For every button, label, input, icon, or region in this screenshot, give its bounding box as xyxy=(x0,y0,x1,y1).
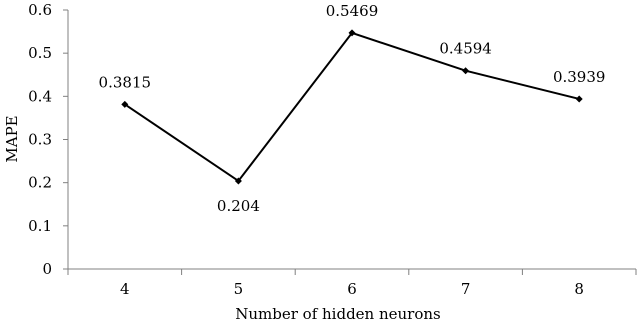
y-tick-label: 0.3 xyxy=(28,131,52,149)
y-axis: 0 0.1 0.2 0.3 0.4 0.5 0.6 xyxy=(28,1,69,278)
data-label: 0.4594 xyxy=(439,40,492,58)
x-tick-label: 8 xyxy=(574,280,584,298)
data-label: 0.204 xyxy=(217,197,260,215)
data-point xyxy=(575,95,583,103)
series-mape: 0.3815 0.204 0.5469 0.4594 0.3939 xyxy=(99,2,606,215)
data-point xyxy=(462,67,470,75)
y-tick-label: 0 xyxy=(42,260,52,278)
data-label: 0.3815 xyxy=(99,73,152,91)
y-tick-label: 0.1 xyxy=(28,217,52,235)
y-tick-label: 0.2 xyxy=(28,174,52,192)
data-point xyxy=(234,177,242,185)
x-tick-label: 6 xyxy=(347,280,357,298)
y-tick-label: 0.4 xyxy=(28,87,52,105)
x-tick-label: 4 xyxy=(120,280,130,298)
data-label: 0.3939 xyxy=(553,68,606,86)
data-point xyxy=(348,29,356,37)
y-axis-title: MAPE xyxy=(3,115,21,162)
x-axis-title: Number of hidden neurons xyxy=(235,305,441,323)
y-tick-label: 0.5 xyxy=(28,44,52,62)
x-tick-label: 7 xyxy=(461,280,471,298)
data-label: 0.5469 xyxy=(326,2,379,20)
x-tick-label: 5 xyxy=(234,280,244,298)
x-axis: 4 5 6 7 8 xyxy=(67,268,637,298)
y-tick-label: 0.6 xyxy=(28,1,52,19)
data-point xyxy=(121,100,129,108)
series-line xyxy=(124,31,580,183)
